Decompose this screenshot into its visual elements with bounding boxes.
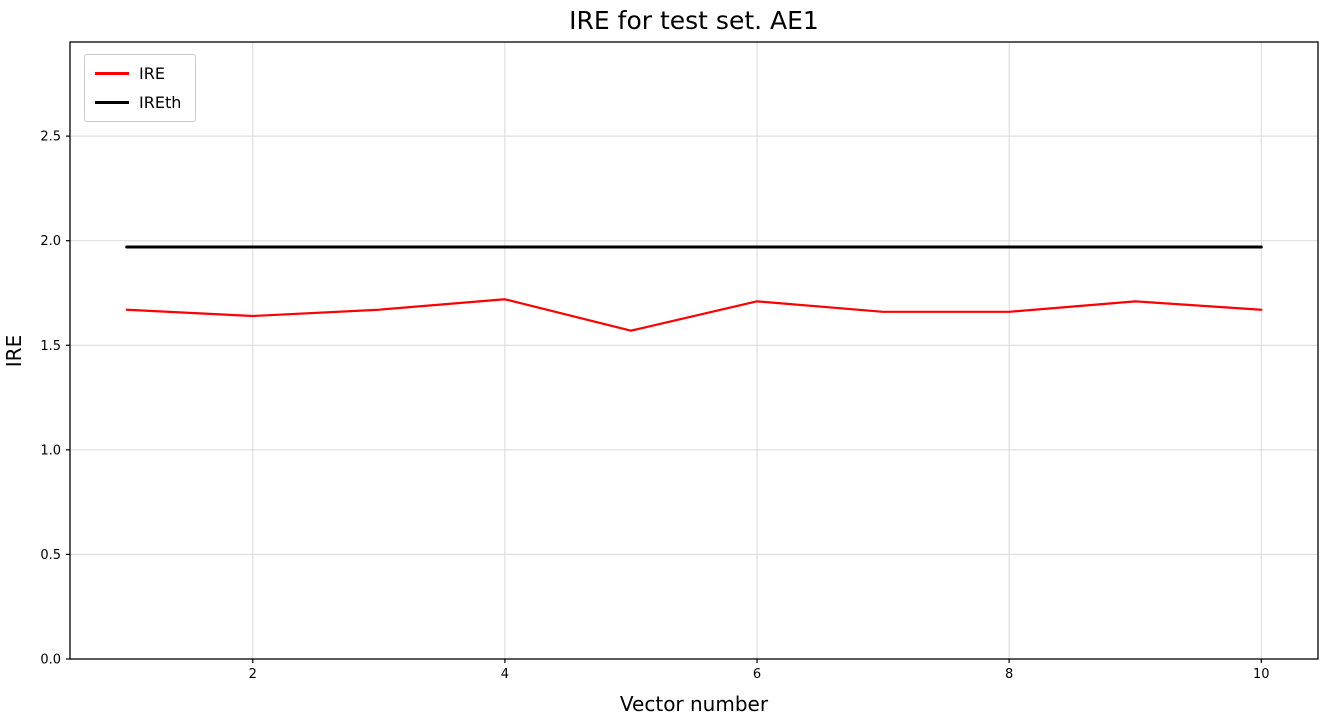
y-tick-label: 1.0 — [40, 443, 61, 458]
legend-label: IRE — [139, 64, 165, 83]
series-line-IRE — [125, 298, 1263, 332]
x-tick-label: 10 — [1253, 667, 1270, 682]
legend: IRE IREth — [84, 54, 197, 122]
y-tick-label: 0.5 — [40, 548, 61, 563]
legend-item: IRE — [95, 64, 181, 83]
legend-label: IREth — [139, 93, 182, 112]
legend-line-swatch — [95, 101, 129, 104]
x-tick-label: 2 — [249, 667, 257, 682]
y-tick-label: 0.0 — [40, 653, 61, 668]
y-tick-label: 2.5 — [40, 130, 61, 145]
chart-title: IRE for test set. AE1 — [569, 6, 819, 35]
y-axis-label: IRE — [2, 334, 26, 368]
y-tick-label: 1.5 — [40, 339, 61, 354]
x-tick-label: 8 — [1005, 667, 1013, 682]
y-tick-label: 2.0 — [40, 234, 61, 249]
x-tick-label: 6 — [753, 667, 761, 682]
legend-item: IREth — [95, 93, 181, 112]
x-axis-label: Vector number — [619, 692, 769, 716]
x-tick-label: 4 — [501, 667, 509, 682]
legend-line-swatch — [95, 72, 129, 75]
plot-border — [69, 41, 1319, 660]
